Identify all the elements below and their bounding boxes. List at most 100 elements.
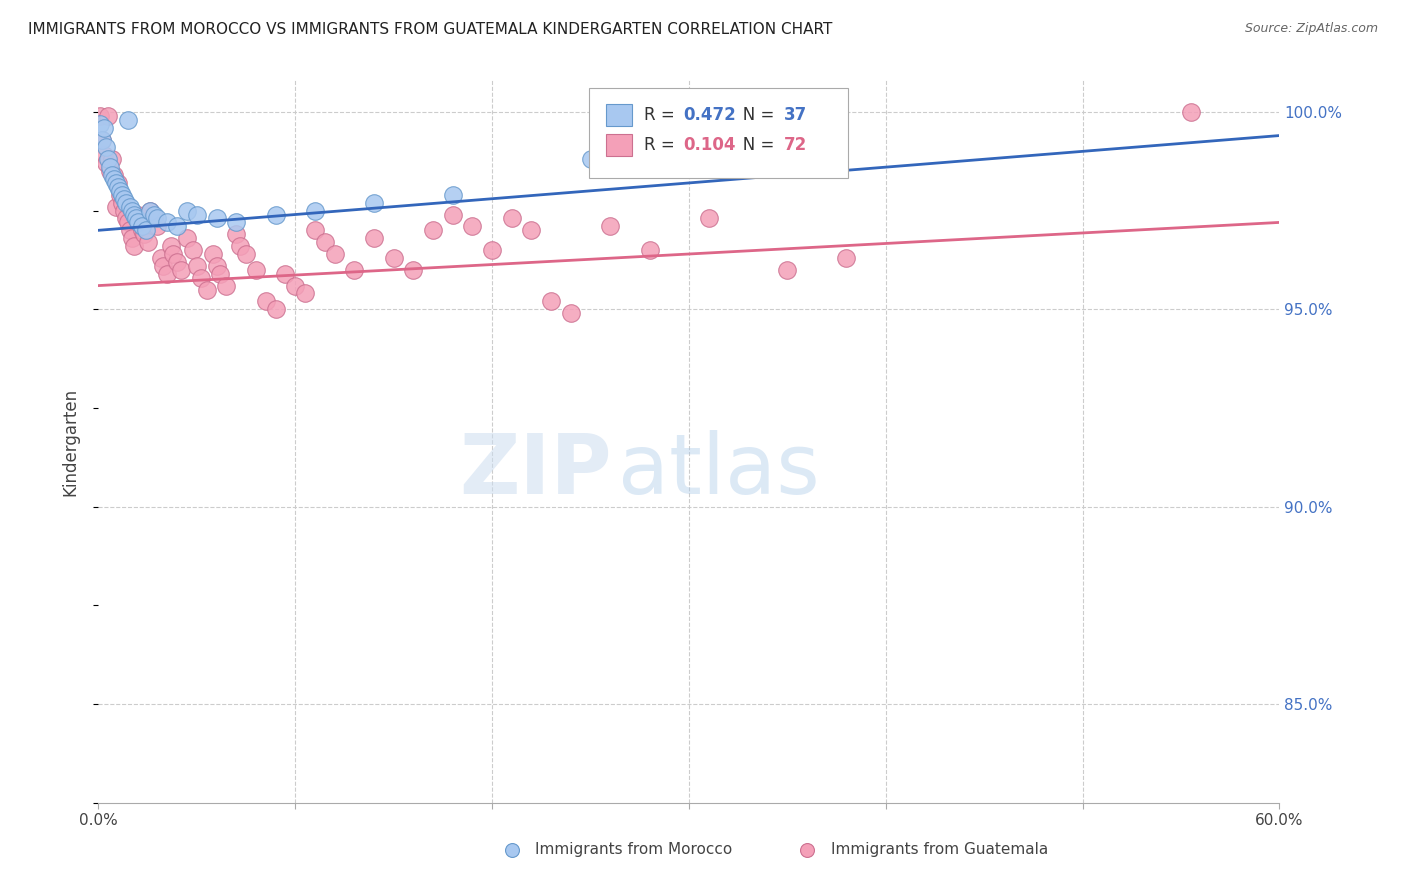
Point	[127, 207, 149, 221]
Point	[101, 168, 124, 182]
Point	[402, 262, 425, 277]
Point	[93, 148, 115, 162]
Point	[422, 223, 444, 237]
Point	[441, 207, 464, 221]
Point	[105, 200, 128, 214]
Text: 0.472: 0.472	[683, 106, 735, 124]
Point	[121, 203, 143, 218]
Point	[186, 207, 208, 221]
Point	[186, 259, 208, 273]
Point	[156, 215, 179, 229]
Point	[343, 262, 366, 277]
Point	[638, 243, 661, 257]
Point	[181, 243, 204, 257]
Point	[166, 219, 188, 234]
Text: N =: N =	[727, 106, 779, 124]
Point	[205, 211, 228, 226]
Point	[668, 136, 690, 151]
Point	[107, 176, 129, 190]
Text: Source: ZipAtlas.com: Source: ZipAtlas.com	[1244, 22, 1378, 36]
Point	[156, 267, 179, 281]
Point	[118, 200, 141, 214]
Text: 0.104: 0.104	[683, 136, 735, 154]
Point	[152, 259, 174, 273]
Text: Immigrants from Morocco: Immigrants from Morocco	[536, 842, 733, 857]
Point	[254, 294, 277, 309]
Point	[264, 302, 287, 317]
Point	[1180, 104, 1202, 119]
Point	[382, 251, 405, 265]
Point	[264, 207, 287, 221]
Text: atlas: atlas	[619, 430, 820, 511]
Point	[89, 117, 111, 131]
Point	[136, 235, 159, 249]
Point	[103, 172, 125, 186]
Point	[166, 255, 188, 269]
Point	[235, 247, 257, 261]
Point	[225, 215, 247, 229]
Point	[146, 211, 169, 226]
Point	[128, 215, 150, 229]
Point	[284, 278, 307, 293]
Point	[776, 262, 799, 277]
Point	[142, 207, 165, 221]
Point	[108, 184, 131, 198]
Point	[93, 120, 115, 135]
Point	[150, 251, 173, 265]
Point	[135, 223, 157, 237]
Point	[274, 267, 297, 281]
Point	[91, 132, 114, 146]
Point	[363, 195, 385, 210]
Point	[127, 215, 149, 229]
Point	[363, 231, 385, 245]
Point	[481, 243, 503, 257]
Point	[245, 262, 267, 277]
Text: R =: R =	[644, 106, 681, 124]
Point	[98, 160, 121, 174]
Point	[125, 211, 148, 226]
Point	[117, 112, 139, 127]
Point	[121, 231, 143, 245]
Point	[441, 187, 464, 202]
Point	[115, 211, 138, 226]
Point	[101, 153, 124, 167]
Point	[461, 219, 484, 234]
Point	[96, 156, 118, 170]
Point	[111, 187, 134, 202]
Point	[138, 203, 160, 218]
Text: R =: R =	[644, 136, 681, 154]
Point	[162, 247, 184, 261]
Point	[111, 195, 134, 210]
Point	[540, 294, 562, 309]
Point	[103, 168, 125, 182]
Point	[142, 211, 165, 226]
Text: N =: N =	[727, 136, 779, 154]
Point	[599, 219, 621, 234]
Point	[138, 203, 160, 218]
Point	[122, 239, 145, 253]
Point	[215, 278, 238, 293]
Point	[229, 239, 252, 253]
Text: ZIP: ZIP	[460, 430, 612, 511]
Point	[176, 203, 198, 218]
Point	[108, 187, 131, 202]
Point	[112, 203, 135, 218]
Point	[170, 262, 193, 277]
Text: 37: 37	[783, 106, 807, 124]
Y-axis label: Kindergarten: Kindergarten	[62, 387, 80, 496]
Point	[105, 176, 128, 190]
FancyBboxPatch shape	[589, 87, 848, 178]
Point	[91, 132, 114, 146]
Text: IMMIGRANTS FROM MOROCCO VS IMMIGRANTS FROM GUATEMALA KINDERGARTEN CORRELATION CH: IMMIGRANTS FROM MOROCCO VS IMMIGRANTS FR…	[28, 22, 832, 37]
Point	[205, 259, 228, 273]
Point	[117, 215, 139, 229]
Point	[560, 306, 582, 320]
Point	[520, 223, 543, 237]
Point	[579, 153, 602, 167]
Point	[96, 140, 118, 154]
Point	[294, 286, 316, 301]
Text: Immigrants from Guatemala: Immigrants from Guatemala	[831, 842, 1047, 857]
Point	[122, 207, 145, 221]
FancyBboxPatch shape	[606, 135, 633, 156]
Point	[89, 109, 111, 123]
